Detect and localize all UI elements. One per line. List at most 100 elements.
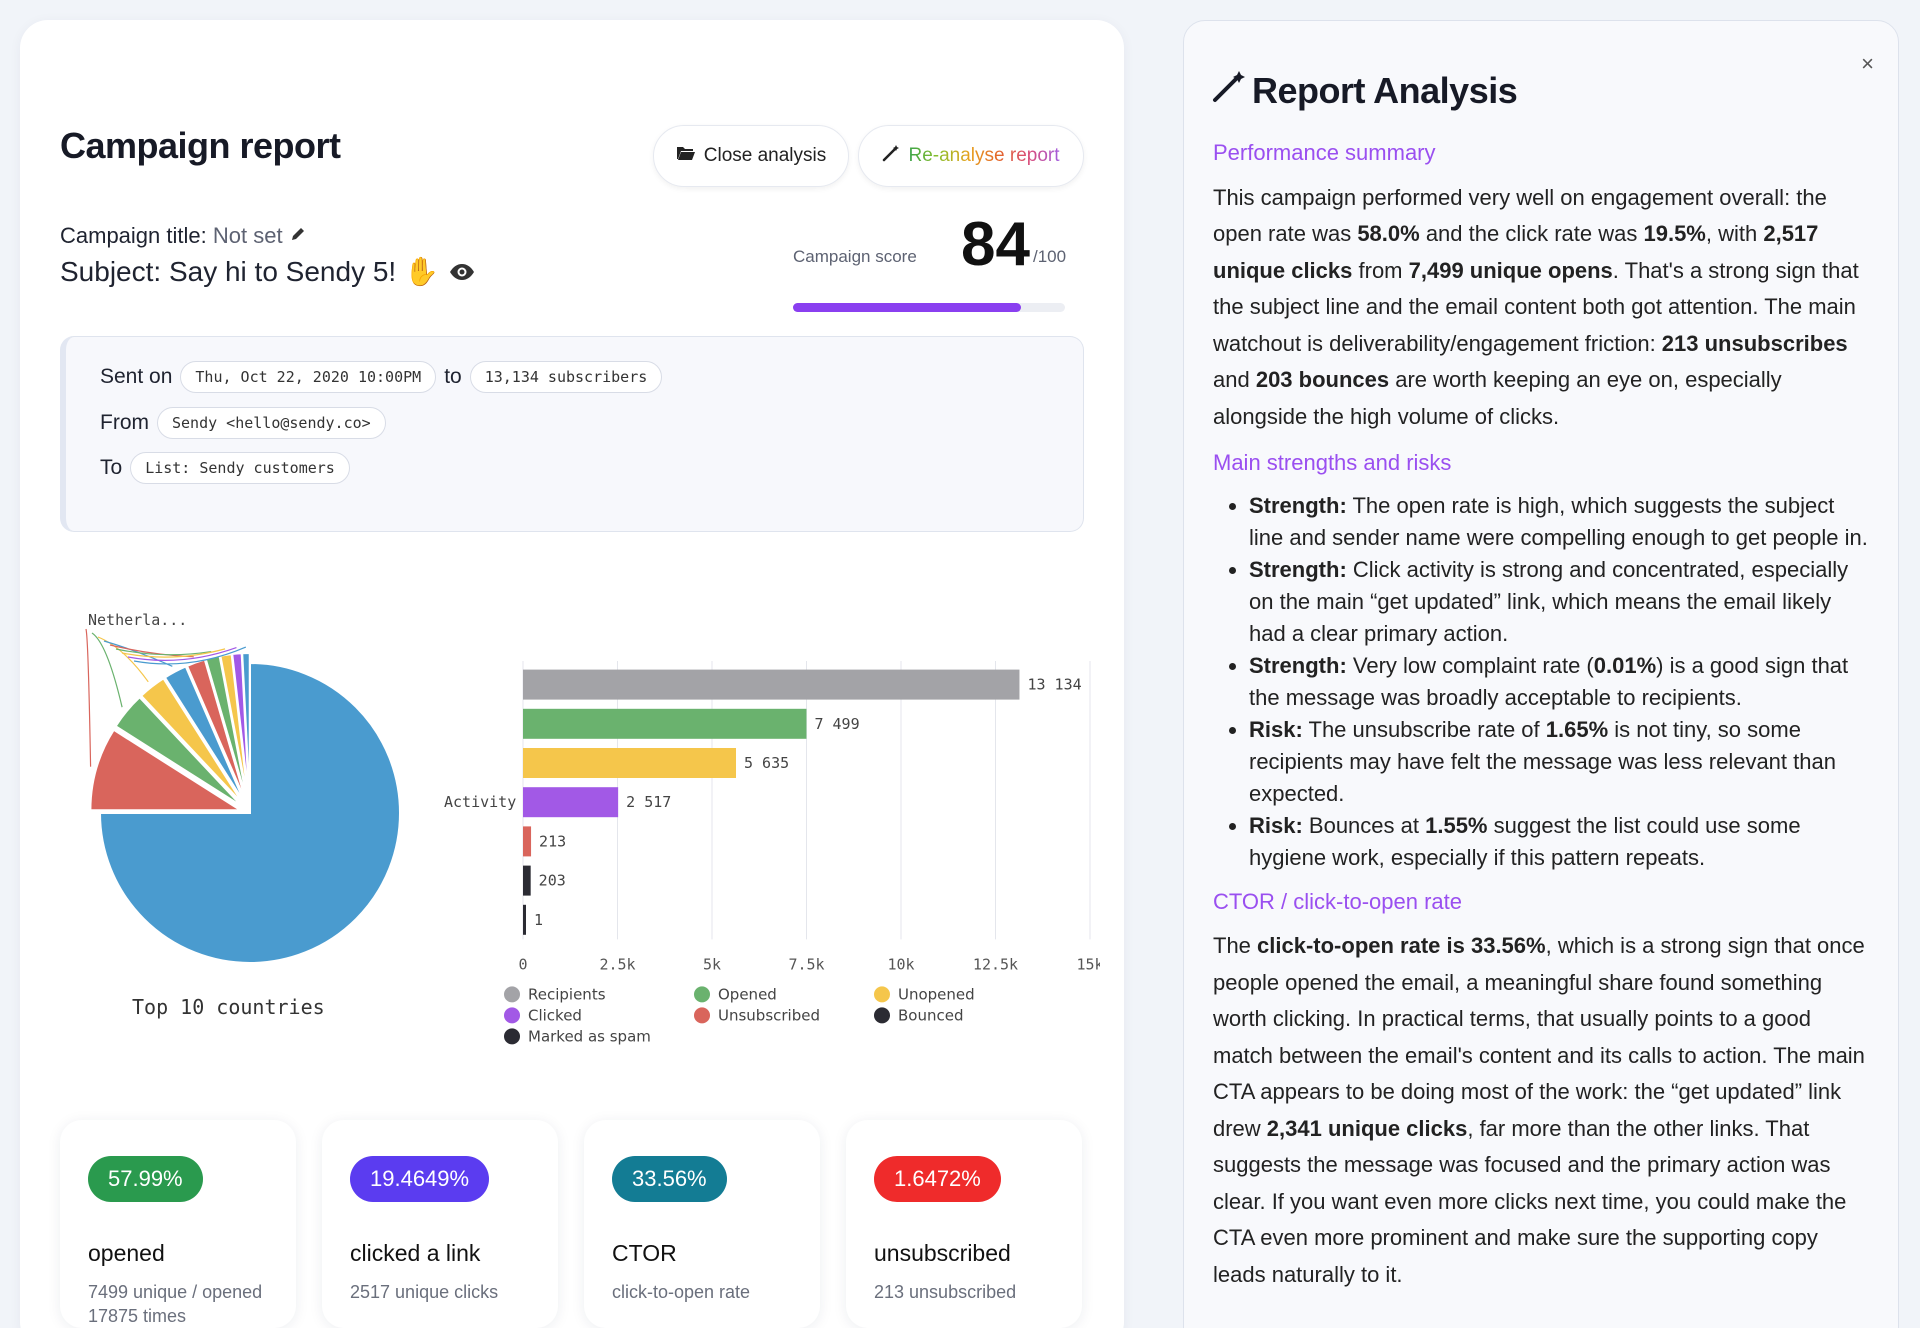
close-analysis-label: Close analysis: [703, 145, 827, 166]
list-item: Strength: Very low complaint rate (0.01%…: [1249, 650, 1873, 714]
magic-wand-icon: [882, 144, 900, 168]
bar[interactable]: [523, 748, 737, 778]
campaign-title-value: Not set: [212, 223, 283, 248]
bar[interactable]: [523, 865, 531, 896]
close-icon[interactable]: ×: [1861, 51, 1874, 76]
list-item: Risk: The unsubscribe rate of 1.65% is n…: [1249, 714, 1873, 810]
pie-slice[interactable]: [163, 665, 247, 805]
eye-icon[interactable]: [449, 256, 475, 288]
stat-sub: 2517 unique clicks: [350, 1282, 499, 1302]
bar[interactable]: [523, 669, 1020, 700]
list-item: Strength: Click activity is strong and c…: [1249, 554, 1873, 650]
stat-badge: 33.56%: [612, 1156, 727, 1202]
x-tick-label: 2.5k: [599, 955, 635, 973]
pie-connector-line: [91, 632, 123, 708]
from-label: From: [100, 411, 149, 434]
legend-swatch[interactable]: [504, 986, 520, 1003]
analysis-title-text: Report Analysis: [1252, 69, 1518, 111]
stat-label: opened: [88, 1240, 165, 1266]
stat-sub: click-to-open rate: [612, 1282, 751, 1302]
stat-badge: 1.6472%: [874, 1156, 1001, 1202]
list-row: To List: Sendy customers: [100, 452, 350, 484]
legend-label[interactable]: Bounced: [898, 1006, 963, 1024]
y-axis-label: Activity: [444, 793, 516, 811]
section-heading-strengths: Main strengths and risks: [1213, 450, 1452, 475]
pie-slice[interactable]: [98, 661, 400, 964]
pie-connector-line: [115, 648, 212, 656]
score-label: Campaign score: [793, 247, 917, 266]
legend-swatch[interactable]: [504, 1007, 520, 1024]
legend-swatch[interactable]: [874, 1007, 890, 1024]
subscribers-pill: 13,134 subscribers: [469, 361, 663, 393]
bar-value-label: 7 499: [814, 715, 859, 733]
pie-chart-title: Top 10 countries: [132, 995, 325, 1019]
analysis-body: Performance summary This campaign perfor…: [1213, 131, 1873, 1303]
from-pill: Sendy <hello@sendy.co>: [157, 407, 386, 439]
sent-date-pill: Thu, Oct 22, 2020 10:00PM: [180, 361, 437, 393]
pie-slice[interactable]: [139, 677, 245, 806]
legend-swatch[interactable]: [694, 986, 710, 1003]
section-heading-summary: Performance summary: [1213, 140, 1436, 165]
campaign-title-row: Campaign title: Not set: [60, 223, 307, 249]
subject-row: Subject: Say hi to Sendy 5! ✋: [60, 255, 475, 288]
stat-sub: 7499 unique / opened 17875 times: [88, 1282, 263, 1326]
list-pill: List: Sendy customers: [130, 452, 350, 484]
stat-card: 19.4649% clicked a link 2517 unique clicks: [322, 1120, 558, 1328]
list-item: Strength: The open rate is high, which s…: [1249, 490, 1873, 554]
report-card: Campaign report Close analysis Re-analys…: [20, 20, 1124, 1328]
pie-connector-line: [133, 646, 247, 665]
bar[interactable]: [523, 787, 619, 818]
stat-card: 1.6472% unsubscribed 213 unsubscribed: [846, 1120, 1082, 1328]
activity-bar-chart: 0 2.5k 5k 7.5k 10k 12.5k 15k Activity 13 134 7 49…: [444, 661, 1100, 1045]
bar[interactable]: [523, 904, 526, 935]
stat-card: 33.56% CTOR click-to-open rate: [584, 1120, 820, 1328]
x-tick-label: 10k: [887, 955, 914, 973]
legend-label[interactable]: Recipients: [528, 985, 606, 1003]
pie-connector-line: [127, 646, 237, 661]
folder-open-icon: [676, 145, 696, 167]
summary-paragraph: This campaign performed very well on eng…: [1213, 184, 1859, 429]
reanalyse-report-button[interactable]: Re-analyse report: [858, 125, 1084, 187]
legend-swatch[interactable]: [694, 1007, 710, 1024]
magic-wand-icon: [1212, 69, 1246, 112]
stat-card: 57.99% opened 7499 unique / opened 17875 t…: [60, 1120, 296, 1328]
bar-value-label: 1: [534, 911, 543, 929]
legend-label[interactable]: Marked as spam: [528, 1027, 651, 1045]
legend-label[interactable]: Clicked: [528, 1006, 582, 1024]
stat-badge: 19.4649%: [350, 1156, 490, 1202]
bar[interactable]: [523, 708, 807, 739]
pie-connector-line: [103, 640, 173, 667]
sent-on-row: Sent on Thu, Oct 22, 2020 10:00PM to 13,…: [100, 361, 663, 393]
bar-value-label: 213: [539, 832, 566, 850]
stat-label: unsubscribed: [874, 1240, 1011, 1266]
subject-text: Subject: Say hi to Sendy 5! ✋: [60, 256, 439, 287]
legend-swatch[interactable]: [504, 1028, 520, 1045]
score-bar-fill: [793, 303, 1022, 312]
pencil-icon[interactable]: [289, 223, 307, 248]
x-tick-label: 0: [518, 955, 527, 973]
stat-badge: 57.99%: [88, 1156, 203, 1202]
legend-label[interactable]: Opened: [718, 985, 777, 1003]
close-analysis-button[interactable]: Close analysis: [653, 125, 849, 187]
pie-slice[interactable]: [114, 695, 244, 808]
ctor-paragraph: The click-to-open rate is 33.56%, which …: [1213, 933, 1865, 1287]
legend-label[interactable]: Unsubscribed: [718, 1006, 820, 1024]
score-value: 84: [961, 210, 1030, 279]
stat-sub: 213 unsubscribed: [874, 1282, 1017, 1302]
bar[interactable]: [523, 826, 532, 857]
page-title: Campaign report: [60, 125, 341, 166]
send-details-box: Sent on Thu, Oct 22, 2020 10:00PM to 13,…: [60, 336, 1084, 532]
pie-connector-line: [121, 648, 226, 658]
campaign-title-label: Campaign title:: [60, 223, 207, 248]
legend-label[interactable]: Unopened: [898, 985, 975, 1003]
section-heading-ctor: CTOR / click-to-open rate: [1213, 888, 1463, 914]
stat-label: CTOR: [612, 1240, 677, 1266]
from-row: From Sendy <hello@sendy.co>: [100, 407, 386, 439]
to-label: to: [444, 365, 462, 388]
sent-on-label: Sent on: [100, 365, 173, 388]
pie-slice[interactable]: [241, 652, 251, 804]
pie-slice[interactable]: [89, 728, 244, 812]
legend-swatch[interactable]: [874, 986, 890, 1003]
analysis-panel: × Report Analysis Performance summary Th…: [1183, 20, 1899, 1328]
score-max: /100: [1033, 247, 1067, 266]
